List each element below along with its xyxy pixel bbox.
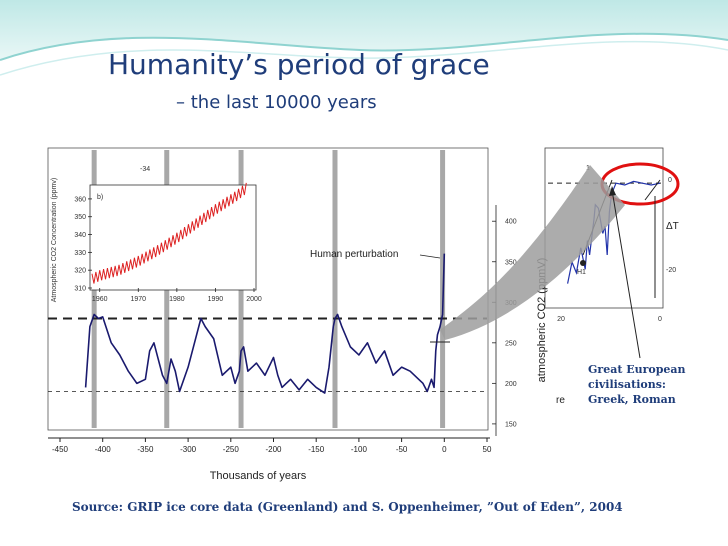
inset-y-tick-label: 320	[74, 268, 86, 275]
x-tick-label: -400	[95, 445, 112, 454]
inset-x-tick-label: 1970	[130, 296, 146, 303]
x-axis-title: Thousands of years	[210, 470, 307, 482]
interglacial-band	[332, 150, 338, 428]
inset-x-tick-label: 2000	[246, 296, 262, 303]
civilisation-pointer-arrow	[611, 189, 641, 359]
human-perturbation-label: Human perturbation	[310, 249, 398, 260]
inset-x-tick-label: 1990	[208, 296, 224, 303]
zoom-temperature-line	[567, 180, 661, 284]
co2-series-line	[84, 253, 446, 394]
x-tick-label: -250	[223, 445, 240, 454]
x-tick-label: -50	[396, 445, 408, 454]
header-wave	[0, 0, 728, 60]
zoom-x-tick-label: 20	[557, 316, 565, 323]
inset-x-tick-label: 1960	[92, 296, 108, 303]
y-tick-label: 250	[505, 340, 517, 347]
y-tick-label: 350	[505, 259, 517, 266]
inset-x-tick-label: 1980	[169, 296, 185, 303]
x-tick-label: 50	[483, 445, 492, 454]
x-tick-label: -150	[308, 445, 325, 454]
y-tick-label: 150	[505, 421, 517, 428]
civilisations-line-1: Great European	[588, 363, 686, 376]
partial-axis-label: re	[556, 395, 565, 406]
annotation-leader-line	[419, 254, 441, 259]
x-tick-label: -100	[351, 445, 368, 454]
inset-panel-label: b)	[97, 194, 103, 201]
zoom-right-tick-label: -20	[666, 267, 676, 274]
slide-title: Humanity’s period of grace	[108, 48, 490, 81]
inset-y-tick-label: 360	[74, 196, 86, 203]
inset-y-axis-title: Atmospheric CO2 Concentration (ppmv)	[51, 178, 58, 303]
header-wave-line	[0, 32, 728, 61]
header-wave-line-2	[0, 40, 728, 76]
x-tick-label: -350	[137, 445, 154, 454]
inset-y-tick-label: 310	[74, 286, 86, 293]
y-tick-label: 400	[505, 219, 517, 226]
civilisations-line-2: civilisations:	[588, 378, 666, 391]
delta-t-label: ΔT	[666, 221, 679, 232]
h1-label: H1	[577, 269, 586, 276]
zoom-left-tick-label: -34	[140, 166, 150, 173]
main-plot-frame	[47, 147, 489, 431]
inset-y-tick-label: 330	[74, 250, 86, 257]
civilisations-note: Great European civilisations: Greek, Rom…	[588, 362, 686, 407]
inset-y-tick-label: 340	[74, 232, 86, 239]
zoom-connector-band	[440, 165, 625, 340]
slide-subtitle: – the last 10000 years	[176, 92, 377, 113]
zoom-x-tick-label: 0	[658, 316, 662, 323]
source-citation: Source: GRIP ice core data (Greenland) a…	[72, 500, 623, 514]
x-tick-label: 0	[442, 445, 447, 454]
civilisation-pointer-arrowhead	[609, 186, 616, 196]
x-tick-label: -300	[180, 445, 197, 454]
inset-y-tick-label: 350	[74, 214, 86, 221]
y-tick-label: 200	[505, 381, 517, 388]
civilisations-line-3: Greek, Roman	[588, 393, 676, 406]
zoom-arrow	[644, 179, 661, 201]
h1-marker	[580, 260, 586, 266]
zoom-right-tick-label: 0	[668, 177, 672, 184]
x-tick-label: -450	[52, 445, 69, 454]
inset-co2-line	[91, 182, 247, 284]
x-tick-label: -200	[265, 445, 282, 454]
